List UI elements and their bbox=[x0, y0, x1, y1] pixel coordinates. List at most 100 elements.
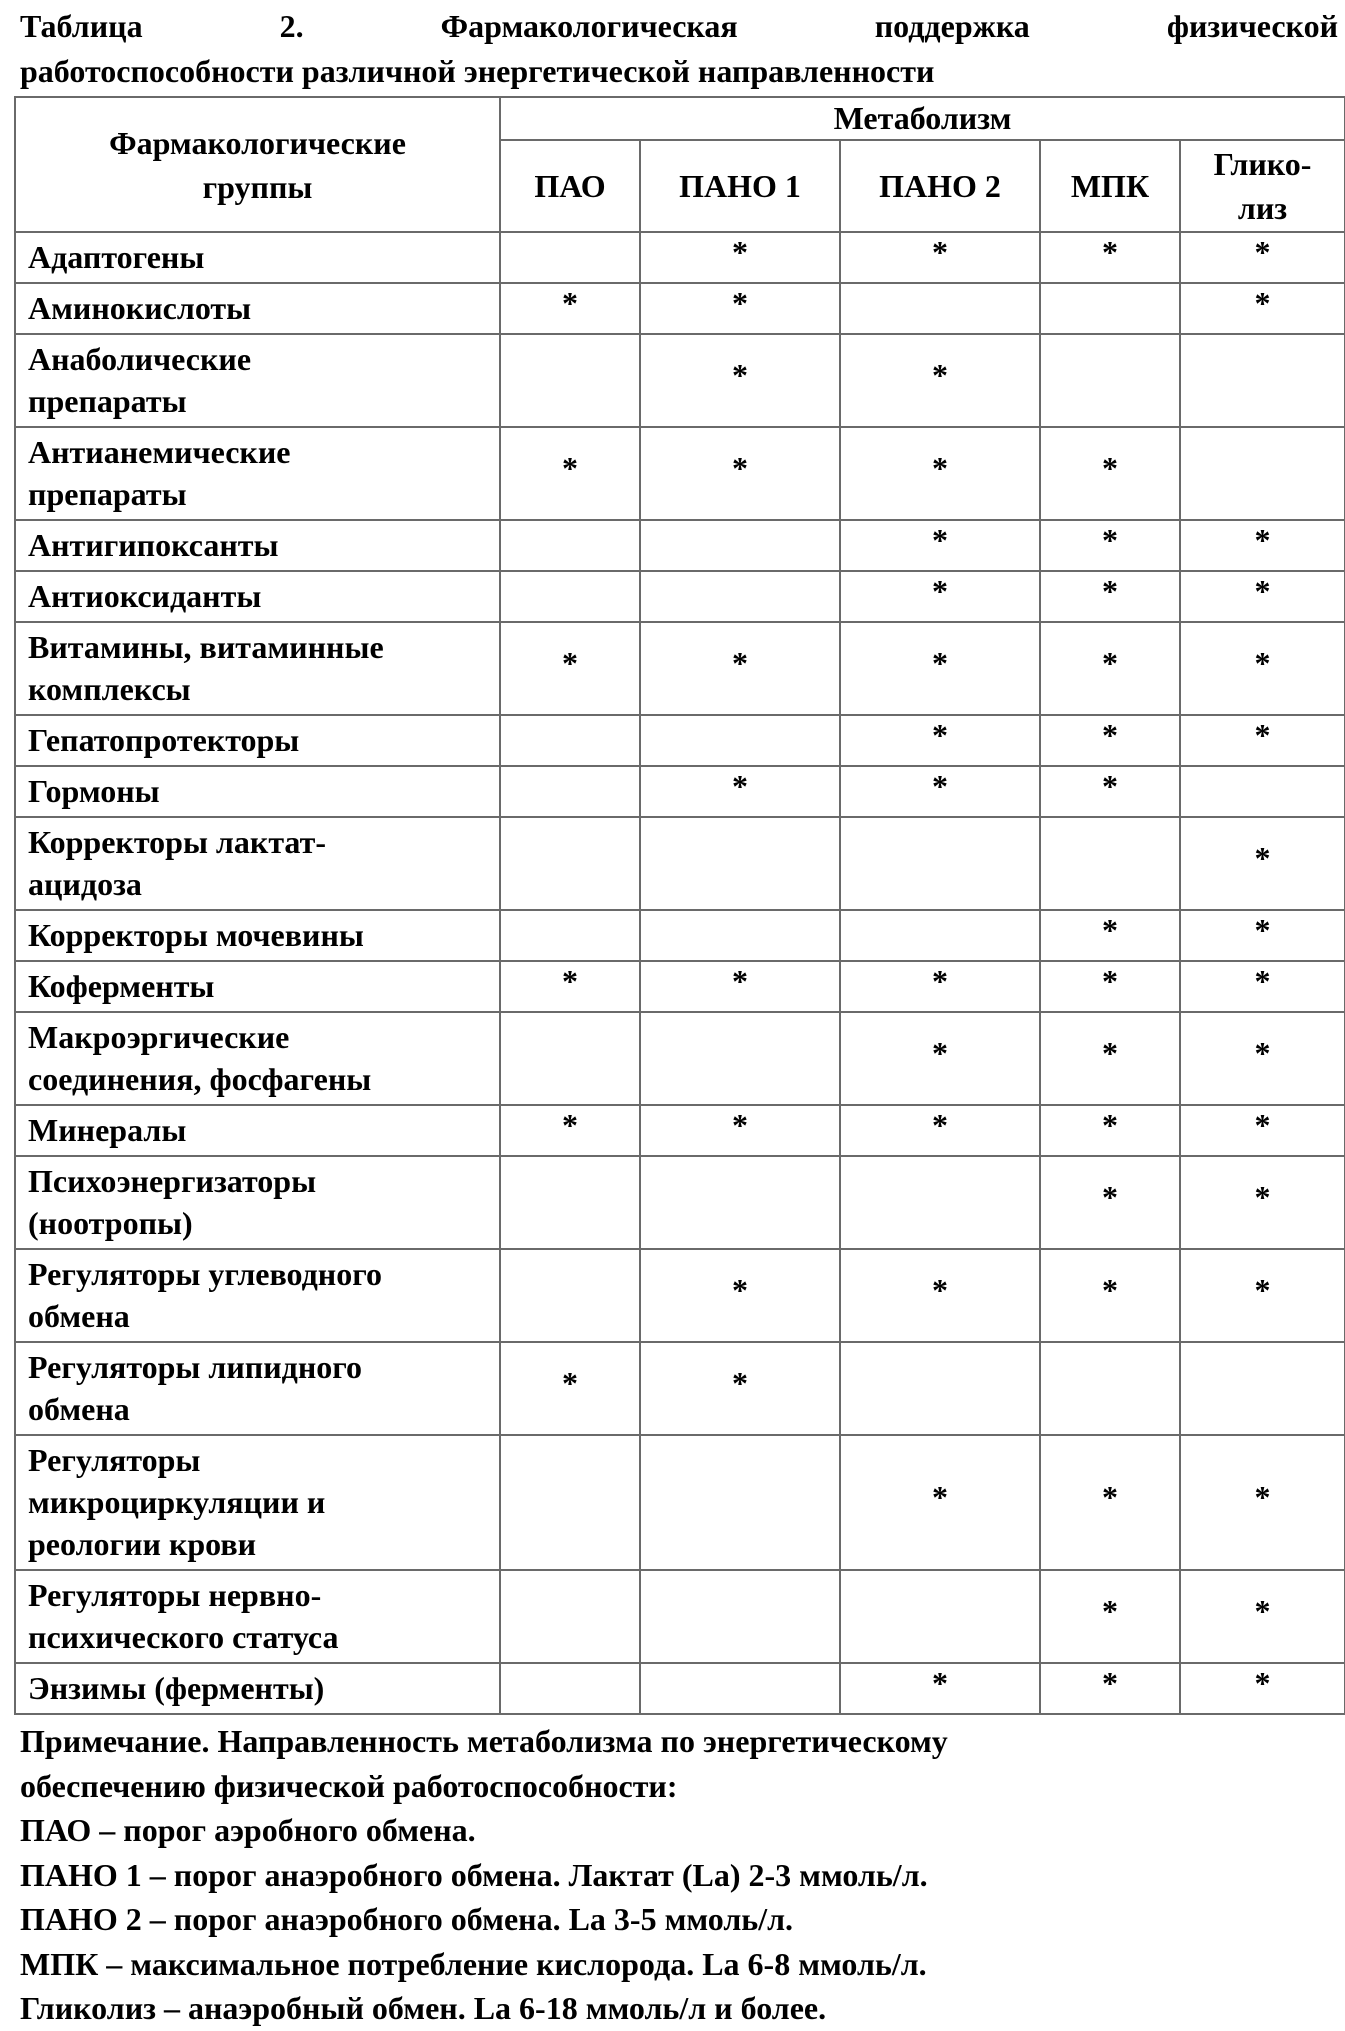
row-label: Минералы bbox=[14, 1104, 501, 1157]
mark-cell bbox=[499, 714, 641, 767]
asterisk-mark: * bbox=[562, 962, 578, 999]
mark-cell: * bbox=[639, 960, 841, 1013]
table-row: Адаптогены * * * * bbox=[14, 231, 1345, 284]
asterisk-mark: * bbox=[1254, 284, 1271, 321]
column-header: МПК bbox=[1039, 138, 1181, 234]
mark-cell: * bbox=[1039, 909, 1181, 962]
asterisk-mark: * bbox=[1102, 962, 1118, 999]
asterisk-mark: * bbox=[1254, 644, 1271, 681]
mark-cell: * bbox=[1039, 1662, 1181, 1715]
note-line: МПК – максимальное потребление кислорода… bbox=[20, 1945, 927, 1982]
asterisk-mark: * bbox=[1102, 1664, 1118, 1701]
table-row: Регуляторы нервно- психического статуса *… bbox=[14, 1569, 1345, 1664]
asterisk-mark: * bbox=[1254, 521, 1271, 558]
mark-cell bbox=[839, 1569, 1041, 1664]
mark-cell: * bbox=[499, 1104, 641, 1157]
mark-cell bbox=[1178, 426, 1345, 521]
mark-cell: * bbox=[1039, 519, 1181, 572]
table-row: Антиоксиданты * * * bbox=[14, 570, 1345, 623]
mark-cell: * bbox=[1178, 519, 1345, 572]
mark-cell bbox=[639, 1434, 841, 1571]
asterisk-mark: * bbox=[932, 767, 948, 804]
asterisk-mark: * bbox=[932, 1106, 948, 1143]
mark-cell bbox=[1039, 1341, 1181, 1436]
mark-cell bbox=[1039, 816, 1181, 911]
table-row: Аминокислоты * * * bbox=[14, 282, 1345, 335]
asterisk-mark: * bbox=[1102, 1178, 1118, 1215]
asterisk-mark: * bbox=[562, 1364, 578, 1401]
mark-cell bbox=[639, 909, 841, 962]
mark-cell bbox=[499, 1248, 641, 1343]
mark-cell: * bbox=[1178, 1011, 1345, 1106]
caption-line: работоспособности различной энергетическ… bbox=[20, 53, 935, 89]
table-row: Анаболические препараты * * bbox=[14, 333, 1345, 428]
asterisk-mark: * bbox=[932, 1034, 948, 1071]
mark-cell: * bbox=[839, 960, 1041, 1013]
asterisk-mark: * bbox=[1254, 1178, 1271, 1215]
mark-cell: * bbox=[1178, 909, 1345, 962]
mark-cell bbox=[1178, 765, 1345, 818]
mark-cell: * bbox=[1178, 1155, 1345, 1250]
asterisk-mark: * bbox=[1254, 716, 1271, 753]
mark-cell bbox=[499, 1569, 641, 1664]
mark-cell: * bbox=[839, 333, 1041, 428]
mark-cell bbox=[499, 570, 641, 623]
asterisk-mark: * bbox=[932, 1478, 948, 1515]
column-header: Глико- лиз bbox=[1178, 138, 1345, 234]
mark-cell bbox=[499, 765, 641, 818]
row-label: Корректоры мочевины bbox=[14, 909, 501, 962]
table-note: Примечание. Направленность метаболизма п… bbox=[20, 1719, 1345, 2031]
row-label: Коферменты bbox=[14, 960, 501, 1013]
asterisk-mark: * bbox=[562, 644, 578, 681]
asterisk-mark: * bbox=[932, 572, 948, 609]
table-row: Антианемические препараты * * * * bbox=[14, 426, 1345, 521]
mark-cell: * bbox=[1039, 231, 1181, 284]
table-caption: Таблица 2. Фармакологическая поддержка ф… bbox=[20, 0, 1338, 94]
row-label: Регуляторы липидного обмена bbox=[14, 1341, 501, 1436]
mark-cell: * bbox=[839, 570, 1041, 623]
table-row: Коферменты * * * * * bbox=[14, 960, 1345, 1013]
mark-cell bbox=[839, 1341, 1041, 1436]
table-row: Регуляторы углеводного обмена * * * * bbox=[14, 1248, 1345, 1343]
mark-cell: * bbox=[1039, 765, 1181, 818]
row-label: Энзимы (ферменты) bbox=[14, 1662, 501, 1715]
row-label: Антиоксиданты bbox=[14, 570, 501, 623]
asterisk-mark: * bbox=[932, 1664, 948, 1701]
table-row: Гормоны * * * bbox=[14, 765, 1345, 818]
row-label: Регуляторы нервно- психического статуса bbox=[14, 1569, 501, 1664]
asterisk-mark: * bbox=[732, 644, 748, 681]
mark-cell bbox=[499, 909, 641, 962]
mark-cell: * bbox=[639, 1341, 841, 1436]
note-line: Примечание. Направленность метаболизма п… bbox=[20, 1723, 948, 1759]
table-row: Антигипоксанты * * * bbox=[14, 519, 1345, 572]
column-header: ПАНО 2 bbox=[839, 138, 1041, 234]
mark-cell: * bbox=[1178, 714, 1345, 767]
mark-cell: * bbox=[1039, 1569, 1181, 1664]
mark-cell: * bbox=[639, 765, 841, 818]
mark-cell bbox=[839, 282, 1041, 335]
asterisk-mark: * bbox=[1102, 233, 1118, 270]
table-row: Энзимы (ферменты) * * * bbox=[14, 1662, 1345, 1715]
asterisk-mark: * bbox=[932, 644, 948, 681]
asterisk-mark: * bbox=[1102, 1592, 1118, 1629]
mark-cell: * bbox=[639, 282, 841, 335]
mark-cell: * bbox=[1178, 1434, 1345, 1571]
mark-cell: * bbox=[1178, 1569, 1345, 1664]
mark-cell: * bbox=[1039, 1248, 1181, 1343]
mark-cell: * bbox=[1178, 1104, 1345, 1157]
asterisk-mark: * bbox=[932, 716, 948, 753]
asterisk-mark: * bbox=[1254, 1478, 1271, 1515]
mark-cell: * bbox=[1178, 231, 1345, 284]
mark-cell: * bbox=[839, 426, 1041, 521]
mark-cell: * bbox=[1039, 621, 1181, 716]
mark-cell bbox=[839, 909, 1041, 962]
asterisk-mark: * bbox=[732, 284, 748, 321]
table-row: Регуляторы микроциркуляции и реологии кр… bbox=[14, 1434, 1345, 1571]
asterisk-mark: * bbox=[932, 962, 948, 999]
mark-cell: * bbox=[1039, 714, 1181, 767]
header-pharmacological-groups: Фармакологические группы bbox=[14, 96, 501, 233]
asterisk-mark: * bbox=[732, 962, 748, 999]
mark-cell: * bbox=[639, 621, 841, 716]
mark-cell bbox=[639, 519, 841, 572]
mark-cell: * bbox=[639, 426, 841, 521]
